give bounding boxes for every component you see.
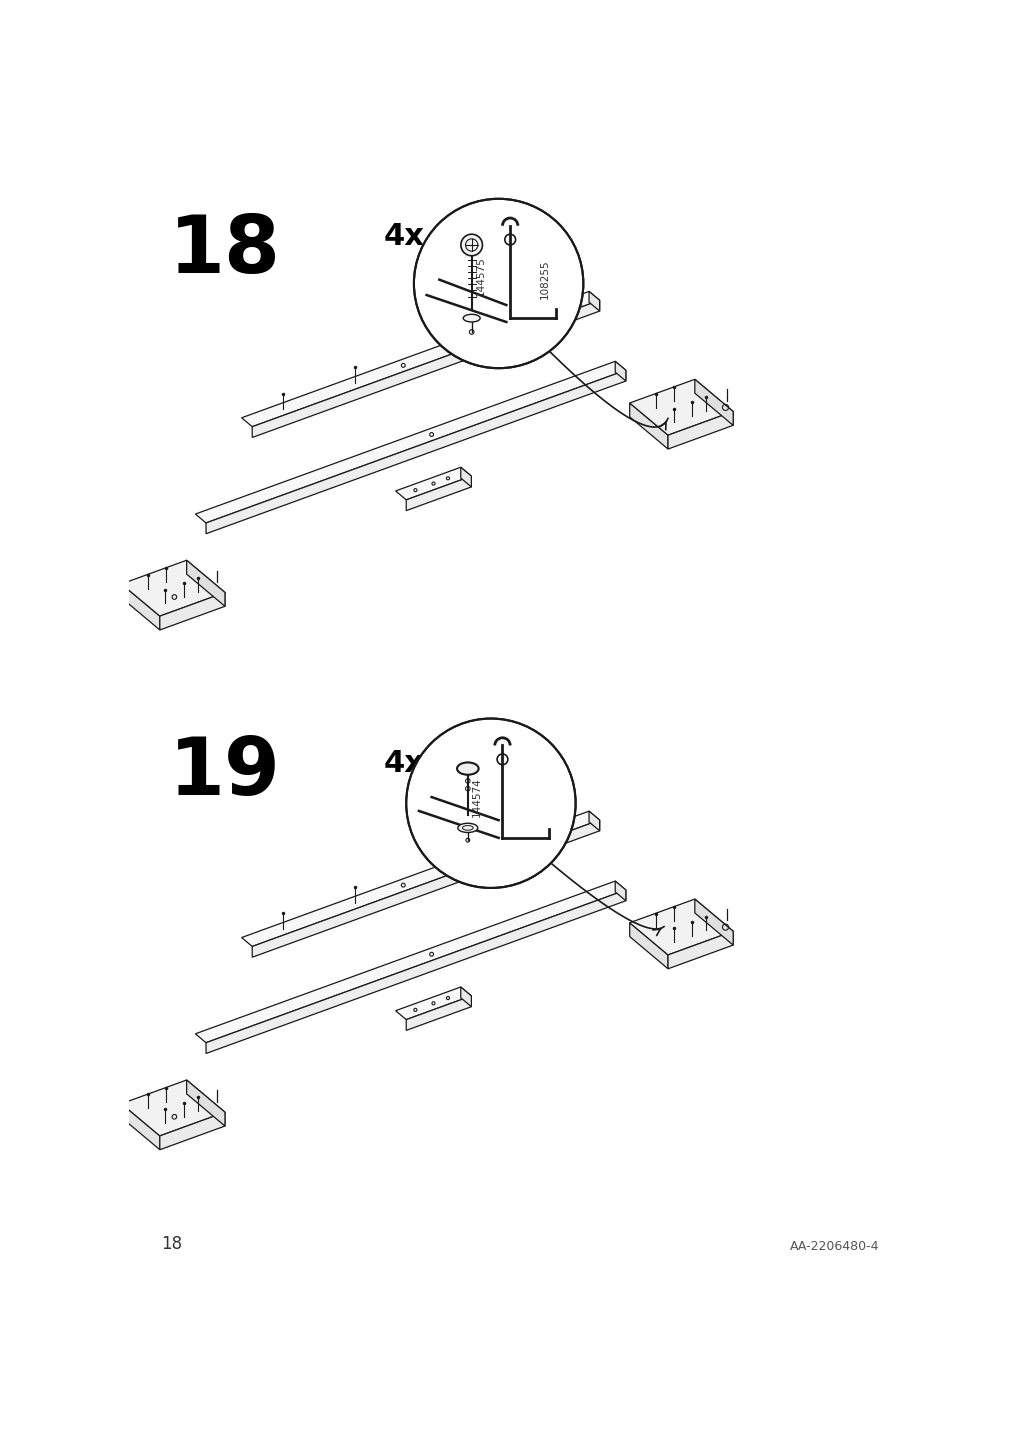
- Polygon shape: [405, 995, 471, 1031]
- Polygon shape: [121, 1080, 224, 1136]
- Polygon shape: [121, 1104, 160, 1150]
- Polygon shape: [629, 402, 667, 450]
- Polygon shape: [252, 821, 600, 957]
- Polygon shape: [242, 811, 600, 947]
- Polygon shape: [252, 301, 600, 438]
- Polygon shape: [460, 467, 471, 487]
- Polygon shape: [615, 361, 625, 381]
- Polygon shape: [195, 361, 625, 523]
- Circle shape: [413, 199, 582, 368]
- Polygon shape: [615, 881, 625, 901]
- Circle shape: [405, 719, 575, 888]
- Text: 19: 19: [169, 735, 281, 812]
- Text: 18: 18: [161, 1234, 182, 1253]
- Polygon shape: [629, 922, 667, 969]
- Polygon shape: [460, 987, 471, 1007]
- Text: 108255: 108255: [539, 259, 549, 299]
- Polygon shape: [629, 899, 732, 955]
- Text: 144575: 144575: [475, 256, 485, 295]
- Polygon shape: [206, 371, 625, 534]
- Polygon shape: [395, 987, 471, 1020]
- Polygon shape: [121, 560, 224, 616]
- Polygon shape: [186, 1080, 224, 1126]
- Polygon shape: [695, 379, 732, 425]
- Polygon shape: [695, 899, 732, 945]
- Polygon shape: [629, 379, 732, 435]
- Ellipse shape: [457, 823, 477, 832]
- Ellipse shape: [463, 314, 479, 322]
- Text: 4x: 4x: [383, 222, 424, 251]
- Text: 18: 18: [169, 212, 281, 289]
- Polygon shape: [667, 411, 732, 450]
- Polygon shape: [242, 291, 600, 427]
- Text: 4x: 4x: [383, 749, 424, 779]
- Polygon shape: [405, 477, 471, 511]
- Polygon shape: [588, 291, 600, 311]
- Text: AA-2206480-4: AA-2206480-4: [790, 1240, 879, 1253]
- Polygon shape: [160, 1113, 224, 1150]
- Polygon shape: [121, 584, 160, 630]
- Polygon shape: [186, 560, 224, 606]
- Circle shape: [460, 235, 482, 256]
- Polygon shape: [195, 881, 625, 1042]
- Text: 144574: 144574: [471, 778, 481, 816]
- Polygon shape: [206, 889, 625, 1054]
- Ellipse shape: [457, 762, 478, 775]
- Polygon shape: [588, 811, 600, 831]
- Polygon shape: [160, 593, 224, 630]
- Polygon shape: [395, 467, 471, 500]
- Polygon shape: [667, 931, 732, 969]
